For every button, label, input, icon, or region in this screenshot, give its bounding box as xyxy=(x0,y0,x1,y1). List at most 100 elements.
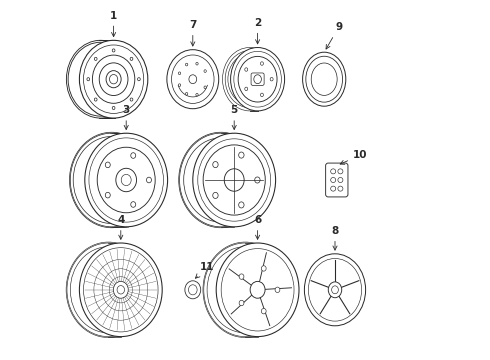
Ellipse shape xyxy=(239,152,244,158)
Ellipse shape xyxy=(106,71,121,88)
Text: 8: 8 xyxy=(331,226,339,250)
Ellipse shape xyxy=(255,177,260,183)
Ellipse shape xyxy=(70,132,154,228)
Ellipse shape xyxy=(83,248,158,332)
Ellipse shape xyxy=(189,285,197,295)
Ellipse shape xyxy=(185,93,188,95)
Ellipse shape xyxy=(245,68,248,71)
Ellipse shape xyxy=(338,169,343,174)
Ellipse shape xyxy=(331,177,336,183)
Ellipse shape xyxy=(73,136,150,224)
Ellipse shape xyxy=(328,282,342,298)
Ellipse shape xyxy=(178,72,181,75)
Ellipse shape xyxy=(117,285,124,294)
Ellipse shape xyxy=(239,274,244,279)
Ellipse shape xyxy=(304,254,366,326)
Text: 1: 1 xyxy=(110,10,117,37)
Ellipse shape xyxy=(185,63,188,66)
Ellipse shape xyxy=(204,70,206,72)
Ellipse shape xyxy=(184,138,258,222)
Ellipse shape xyxy=(228,54,271,104)
Ellipse shape xyxy=(83,45,144,113)
Ellipse shape xyxy=(97,147,155,213)
Ellipse shape xyxy=(185,281,201,299)
FancyBboxPatch shape xyxy=(326,163,348,197)
Ellipse shape xyxy=(203,242,288,338)
Text: 9: 9 xyxy=(326,22,342,49)
Ellipse shape xyxy=(338,186,343,191)
Ellipse shape xyxy=(261,62,264,65)
Ellipse shape xyxy=(172,55,214,103)
Ellipse shape xyxy=(224,169,244,191)
Ellipse shape xyxy=(239,202,244,208)
Ellipse shape xyxy=(196,62,198,65)
Ellipse shape xyxy=(193,133,275,227)
Ellipse shape xyxy=(116,168,137,192)
Ellipse shape xyxy=(178,84,181,86)
Ellipse shape xyxy=(245,87,248,91)
Ellipse shape xyxy=(95,98,97,101)
Ellipse shape xyxy=(213,162,218,168)
Text: 2: 2 xyxy=(254,18,261,44)
Ellipse shape xyxy=(179,133,262,227)
Ellipse shape xyxy=(231,48,285,111)
Ellipse shape xyxy=(221,249,294,331)
Ellipse shape xyxy=(93,55,135,103)
Ellipse shape xyxy=(167,50,219,109)
Ellipse shape xyxy=(331,186,336,191)
Ellipse shape xyxy=(112,49,115,52)
FancyBboxPatch shape xyxy=(251,73,264,85)
Ellipse shape xyxy=(105,192,110,198)
Text: 11: 11 xyxy=(196,262,215,278)
Text: 5: 5 xyxy=(231,105,238,130)
Text: 6: 6 xyxy=(254,215,261,239)
Ellipse shape xyxy=(216,243,299,337)
Ellipse shape xyxy=(130,98,133,101)
Ellipse shape xyxy=(204,86,206,89)
Ellipse shape xyxy=(338,177,343,183)
Ellipse shape xyxy=(95,57,97,60)
Ellipse shape xyxy=(67,243,150,337)
Ellipse shape xyxy=(303,52,346,106)
Ellipse shape xyxy=(238,57,277,102)
Ellipse shape xyxy=(254,75,261,84)
Ellipse shape xyxy=(70,247,147,333)
Ellipse shape xyxy=(87,78,90,81)
Ellipse shape xyxy=(109,75,118,84)
Ellipse shape xyxy=(275,287,280,293)
Ellipse shape xyxy=(121,174,131,186)
Ellipse shape xyxy=(311,63,337,95)
Ellipse shape xyxy=(68,42,133,116)
Ellipse shape xyxy=(112,107,115,109)
Ellipse shape xyxy=(89,138,164,222)
Ellipse shape xyxy=(85,133,168,227)
Ellipse shape xyxy=(332,286,339,294)
Text: 3: 3 xyxy=(122,105,130,130)
Ellipse shape xyxy=(189,75,196,84)
Ellipse shape xyxy=(234,51,281,107)
Ellipse shape xyxy=(138,78,140,81)
Ellipse shape xyxy=(67,40,135,118)
Ellipse shape xyxy=(331,169,336,174)
Ellipse shape xyxy=(130,57,133,60)
Ellipse shape xyxy=(105,162,110,168)
Ellipse shape xyxy=(308,258,362,321)
Ellipse shape xyxy=(207,247,283,333)
Ellipse shape xyxy=(66,242,150,338)
Ellipse shape xyxy=(213,192,218,198)
Ellipse shape xyxy=(131,202,136,207)
Ellipse shape xyxy=(79,243,162,337)
Ellipse shape xyxy=(131,153,136,158)
Ellipse shape xyxy=(99,63,128,95)
Ellipse shape xyxy=(239,300,244,306)
Text: 7: 7 xyxy=(189,20,196,46)
Ellipse shape xyxy=(113,282,128,298)
Ellipse shape xyxy=(306,56,343,102)
Ellipse shape xyxy=(147,177,151,183)
Ellipse shape xyxy=(261,93,264,96)
Ellipse shape xyxy=(79,40,148,118)
Ellipse shape xyxy=(222,48,276,111)
Ellipse shape xyxy=(198,139,270,221)
Ellipse shape xyxy=(270,77,273,81)
Ellipse shape xyxy=(203,145,265,215)
